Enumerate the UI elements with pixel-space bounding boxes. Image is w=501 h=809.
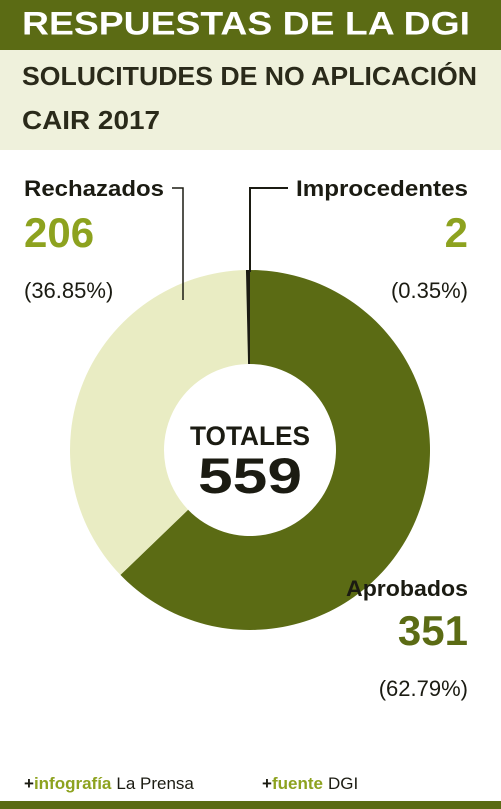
header-band bbox=[0, 0, 501, 50]
credit-label: fuente bbox=[272, 774, 323, 793]
subtitle: CAIR 2017 bbox=[22, 105, 160, 135]
category-label: Aprobados bbox=[346, 576, 468, 601]
category-label: Improcedentes bbox=[296, 176, 468, 201]
percent-label: (36.85%) bbox=[24, 278, 113, 303]
credit-value: La Prensa bbox=[116, 774, 194, 793]
percent-label: (0.35%) bbox=[391, 278, 468, 303]
subtitle-band bbox=[0, 50, 501, 150]
credit-value: DGI bbox=[328, 774, 358, 793]
value-label: 2 bbox=[445, 209, 468, 256]
credit: +infografía La Prensa bbox=[24, 774, 194, 793]
total: 559 bbox=[198, 448, 302, 504]
subtitle: SOLUCITUDES DE NO APLICACIÓN bbox=[22, 61, 477, 91]
credit-marker: + bbox=[24, 774, 34, 793]
donut-slice bbox=[120, 270, 431, 631]
value-label: 351 bbox=[398, 607, 468, 654]
credit-label: infografía bbox=[34, 774, 112, 793]
value-label: 206 bbox=[24, 209, 94, 256]
leader-line bbox=[249, 187, 288, 272]
category-label: Rechazados bbox=[24, 176, 164, 201]
donut bbox=[69, 270, 431, 631]
donut-slice bbox=[69, 270, 249, 575]
donut-slice bbox=[245, 270, 250, 365]
percent-label: (62.79%) bbox=[379, 676, 468, 701]
leader-line bbox=[172, 187, 184, 300]
credit-marker: + bbox=[262, 774, 272, 793]
chart-title: RESPUESTAS DE LA DGI bbox=[22, 5, 470, 41]
footer-band bbox=[0, 801, 501, 809]
center-label: TOTALES bbox=[190, 421, 310, 451]
credit: +fuente DGI bbox=[262, 774, 358, 793]
